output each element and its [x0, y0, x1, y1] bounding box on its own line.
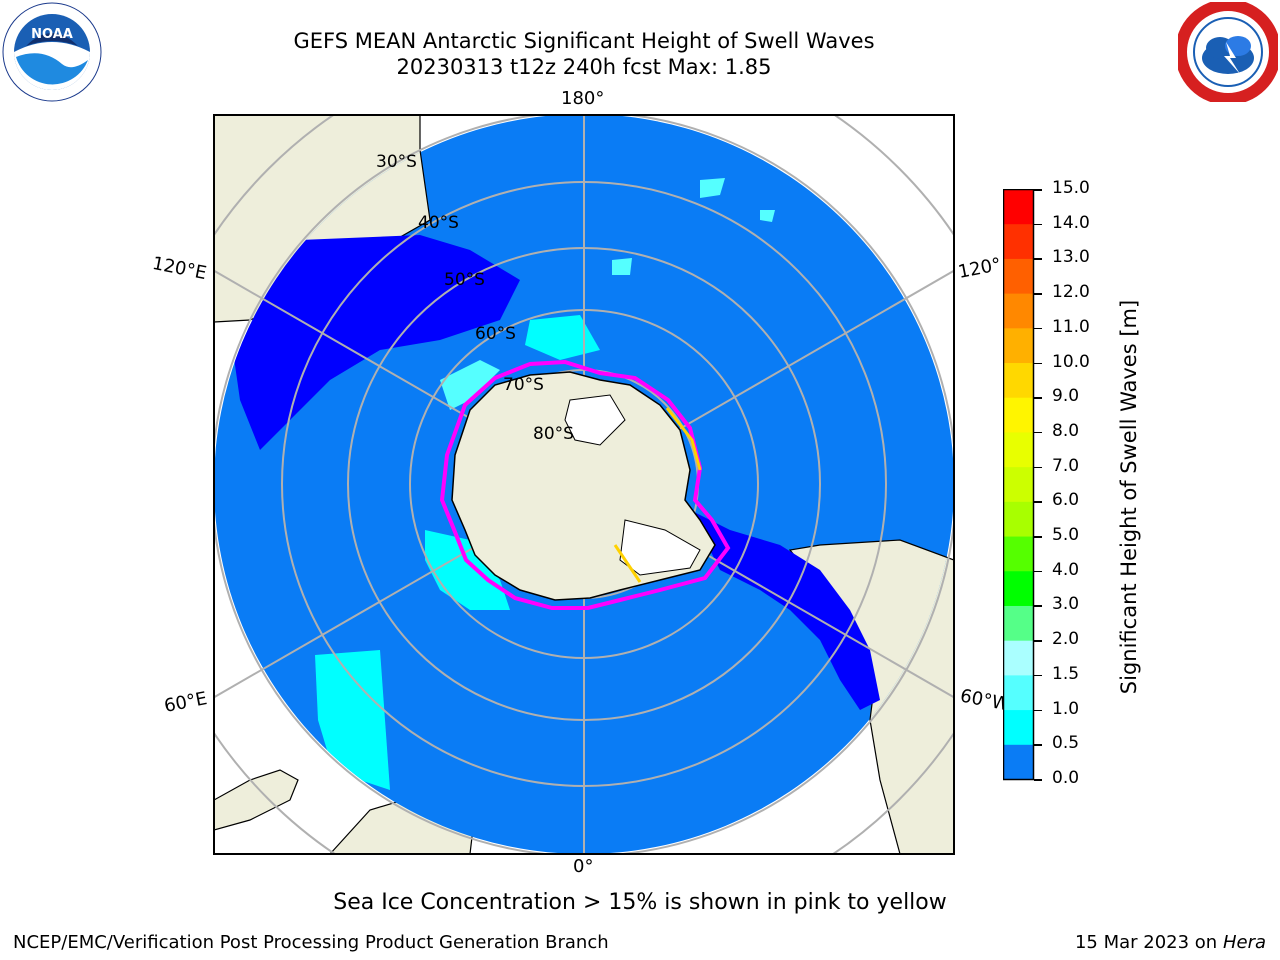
sea-ice-note: Sea Ice Concentration > 15% is shown in … — [333, 890, 947, 915]
lat-label-40s: 40°S — [418, 213, 459, 233]
colorbar-tick-label: 11.0 — [1052, 316, 1090, 337]
lat-label-30s: 30°S — [376, 152, 417, 172]
colorbar-tick-mark — [1034, 709, 1042, 712]
lat-label-60s: 60°S — [475, 324, 516, 344]
colorbar-tick-label: 10.0 — [1052, 351, 1090, 372]
colorbar-tick-mark — [1034, 362, 1042, 365]
chart-title: GEFS MEAN Antarctic Significant Height o… — [293, 29, 875, 53]
colorbar-tick-label: 13.0 — [1052, 247, 1090, 268]
colorbar-tick-label: 6.0 — [1052, 490, 1080, 511]
colorbar-cell — [1003, 363, 1034, 399]
colorbar-cell — [1003, 258, 1034, 295]
colorbar-label: Significant Height of Swell Waves [m] — [1117, 299, 1141, 695]
colorbar-tick-mark — [1034, 397, 1042, 399]
colorbar-tick-label: 8.0 — [1052, 420, 1080, 441]
noaa-logo: NOAA — [2, 2, 102, 102]
colorbar-tick-label: 4.0 — [1052, 559, 1080, 580]
colorbar-tick-label: 9.0 — [1052, 386, 1080, 407]
colorbar-tick-mark — [1034, 674, 1042, 677]
colorbar-cell — [1003, 467, 1034, 503]
lon-label-180: 180° — [561, 88, 605, 109]
colorbar-cell — [1003, 675, 1034, 711]
ice-shelf-ross — [564, 394, 626, 446]
colorbar-tick-label: 1.5 — [1052, 663, 1080, 684]
colorbar-cell — [1003, 710, 1034, 746]
colorbar-cell — [1003, 293, 1034, 329]
lat-label-70s: 70°S — [503, 375, 544, 395]
colorbar-cell — [1003, 224, 1034, 260]
low-swell-region-drake — [690, 510, 880, 710]
colorbar-tick-label: 1.0 — [1052, 698, 1080, 719]
colorbar-cell — [1003, 501, 1034, 538]
colorbar-cell — [1003, 571, 1034, 607]
colorbar-cell — [1003, 536, 1034, 572]
moderate-swell-region — [315, 650, 390, 790]
colorbar-tick-mark — [1034, 431, 1042, 434]
colorbar-cell — [1003, 397, 1034, 433]
lon-label-0: 0° — [573, 856, 594, 877]
chart-subtitle: 20230313 t12z 240h fcst Max: 1.85 — [396, 55, 772, 79]
colorbar-tick-mark — [1034, 466, 1042, 469]
colorbar-tick-mark — [1034, 536, 1042, 538]
colorbar-cell — [1003, 432, 1034, 468]
colorbar-tick-label: 7.0 — [1052, 455, 1080, 476]
colorbar-tick-mark — [1034, 779, 1042, 781]
colorbar-tick-mark — [1034, 327, 1042, 330]
colorbar-tick-label: 0.5 — [1052, 733, 1080, 754]
colorbar-tick-mark — [1034, 501, 1042, 503]
colorbar-tick-label: 0.0 — [1052, 768, 1080, 788]
lat-label-80s: 80°S — [533, 424, 574, 444]
colorbar-tick-mark — [1034, 640, 1042, 642]
nws-logo — [1175, 0, 1280, 105]
colorbar-tick-label: 3.0 — [1052, 594, 1080, 615]
colorbar-tick-mark — [1034, 570, 1042, 573]
svg-text:NOAA: NOAA — [31, 27, 73, 42]
colorbar-tick-label: 5.0 — [1052, 525, 1080, 546]
lat-label-50s: 50°S — [444, 270, 485, 290]
ice-shelf-weddell — [619, 519, 701, 576]
colorbar — [1003, 189, 1035, 781]
credit-date-text: 15 Mar 2023 on — [1074, 932, 1218, 953]
colorbar-cell — [1003, 328, 1034, 364]
colorbar-tick-label: 14.0 — [1052, 212, 1090, 233]
colorbar-cell — [1003, 744, 1034, 780]
map-frame — [213, 114, 955, 855]
credit-host: Hera — [1222, 932, 1266, 953]
colorbar-tick-label: 12.0 — [1052, 282, 1090, 303]
colorbar-tick-mark — [1034, 293, 1042, 295]
credit-organization: NCEP/EMC/Verification Post Processing Pr… — [13, 932, 609, 953]
colorbar-tick-mark — [1034, 189, 1042, 191]
colorbar-cell — [1003, 640, 1034, 676]
credit-date: 15 Mar 2023 on Hera — [1075, 932, 1266, 953]
low-swell-region-indian — [230, 235, 520, 450]
colorbar-cell — [1003, 189, 1034, 225]
colorbar-tick-mark — [1034, 744, 1042, 746]
sea-ice-edge — [439, 359, 731, 610]
colorbar-cell — [1003, 605, 1034, 642]
colorbar-tick-mark — [1034, 605, 1042, 607]
colorbar-tick-mark — [1034, 223, 1042, 226]
colorbar-tick-mark — [1034, 258, 1042, 260]
colorbar-tick-label: 15.0 — [1052, 178, 1090, 198]
colorbar-tick-label: 2.0 — [1052, 629, 1080, 650]
